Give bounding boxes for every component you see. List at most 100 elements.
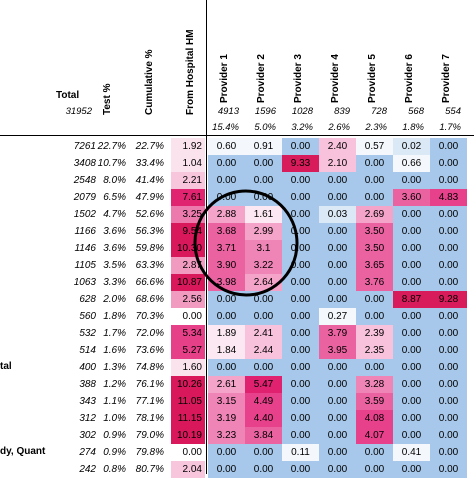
row-cumulative-percent: 77.1%	[135, 396, 164, 407]
row-hm-value: 1.60	[171, 359, 205, 376]
row-total: 2548	[73, 175, 96, 186]
provider-cell: 3.65	[356, 257, 393, 274]
provider-cell: 0.00	[356, 291, 393, 308]
provider-header: Provider 6	[404, 54, 415, 103]
provider-count: 839	[334, 106, 350, 117]
row-cumulative-percent: 76.1%	[135, 379, 164, 390]
provider-cell: 0.00	[282, 240, 319, 257]
provider-header: Provider 3	[293, 54, 304, 103]
provider-percent: 3.2%	[291, 122, 313, 133]
provider-header: Provider 2	[256, 54, 267, 103]
row-total: 514	[79, 345, 96, 356]
provider-cell: 0.00	[282, 325, 319, 342]
row-test-percent: 1.0%	[103, 413, 126, 424]
provider-cell: 2.39	[356, 325, 393, 342]
provider-cell: 0.41	[393, 444, 430, 461]
provider-cell: 0.00	[393, 223, 430, 240]
provider-cell: 0.00	[245, 291, 282, 308]
row-hm-value: 10.87	[171, 274, 205, 291]
row-hm-value: 11.15	[171, 410, 205, 427]
provider-cell: 0.00	[430, 461, 467, 478]
provider-cell: 0.00	[430, 444, 467, 461]
provider-percent: 15.4%	[212, 122, 239, 133]
provider-cell: 0.00	[319, 410, 356, 427]
provider-cell: 0.00	[319, 291, 356, 308]
row-cumulative-percent: 66.6%	[135, 277, 164, 288]
provider-cell: 0.27	[319, 308, 356, 325]
provider-cell: 0.00	[430, 257, 467, 274]
provider-cell: 0.00	[393, 393, 430, 410]
row-cumulative-percent: 56.3%	[135, 226, 164, 237]
provider-cell: 0.00	[393, 376, 430, 393]
provider-cell: 0.00	[282, 189, 319, 206]
provider-cell: 0.00	[282, 410, 319, 427]
provider-cell: 0.00	[430, 359, 467, 376]
row-total: 532	[79, 328, 96, 339]
provider-count: 554	[445, 106, 461, 117]
provider-cell: 0.00	[430, 240, 467, 257]
provider-cell: 0.00	[393, 461, 430, 478]
provider-count: 1028	[291, 106, 313, 117]
provider-cell: 9.33	[282, 155, 319, 172]
provider-cell: 0.00	[319, 376, 356, 393]
row-cumulative-percent: 63.3%	[135, 260, 164, 271]
row-total: 2079	[73, 192, 96, 203]
row-hm-value: 3.25	[171, 206, 205, 223]
provider-cell: 0.00	[319, 427, 356, 444]
row-total: 388	[79, 379, 96, 390]
row-total: 1105	[74, 260, 96, 271]
provider-cell: 0.02	[393, 138, 430, 155]
provider-cell: 2.99	[245, 223, 282, 240]
provider-cell: 0.00	[356, 155, 393, 172]
row-test-percent: 8.0%	[103, 175, 126, 186]
test-header: Test %	[102, 83, 113, 116]
row-hm-value: 2.04	[171, 461, 205, 478]
provider-cell: 0.00	[282, 291, 319, 308]
from-hospital-hm-header: From Hospital HM	[185, 29, 196, 115]
row-cumulative-percent: 59.8%	[135, 243, 164, 254]
provider-cell: 0.00	[282, 172, 319, 189]
row-hm-value: 1.04	[171, 155, 205, 172]
provider-cell: 0.00	[430, 393, 467, 410]
provider-cell: 0.57	[356, 138, 393, 155]
total-header: Total	[56, 90, 80, 101]
provider-cell: 0.00	[282, 257, 319, 274]
row-cumulative-percent: 41.4%	[135, 175, 164, 186]
provider-cell: 2.41	[245, 325, 282, 342]
provider-cell: 0.03	[319, 206, 356, 223]
row-total: 274	[79, 447, 96, 458]
provider-cell: 2.44	[245, 342, 282, 359]
row-hm-value: 0.00	[171, 308, 205, 325]
row-hm-value: 10.30	[171, 240, 205, 257]
row-test-percent: 1.7%	[103, 328, 126, 339]
row-total: 3408	[73, 158, 96, 169]
provider-cell: 0.00	[282, 393, 319, 410]
provider-cell: 4.07	[356, 427, 393, 444]
row-cumulative-percent: 73.6%	[135, 345, 164, 356]
row-test-percent: 6.5%	[103, 192, 126, 203]
provider-count: 568	[408, 106, 424, 117]
provider-cell: 0.00	[430, 223, 467, 240]
provider-cell: 0.00	[356, 172, 393, 189]
provider-cell: 0.00	[430, 427, 467, 444]
row-total: 560	[79, 311, 96, 322]
provider-cell: 0.00	[245, 461, 282, 478]
provider-cell: 0.00	[393, 257, 430, 274]
provider-cell: 0.00	[319, 257, 356, 274]
provider-cell: 2.35	[356, 342, 393, 359]
provider-cell: 0.00	[393, 206, 430, 223]
provider-cell: 0.00	[393, 410, 430, 427]
provider-cell: 0.00	[393, 325, 430, 342]
provider-header: Provider 1	[219, 54, 230, 103]
provider-cell: 3.90	[208, 257, 245, 274]
provider-percent: 1.8%	[402, 122, 424, 133]
provider-cell: 3.28	[356, 376, 393, 393]
row-test-percent: 0.9%	[103, 447, 126, 458]
provider-cell: 0.00	[356, 461, 393, 478]
provider-header: Provider 5	[367, 54, 378, 103]
provider-percent: 5.0%	[254, 122, 276, 133]
provider-cell: 0.00	[208, 308, 245, 325]
row-test-percent: 3.6%	[103, 243, 126, 254]
provider-cell: 4.83	[430, 189, 467, 206]
row-test-percent: 1.6%	[103, 345, 126, 356]
